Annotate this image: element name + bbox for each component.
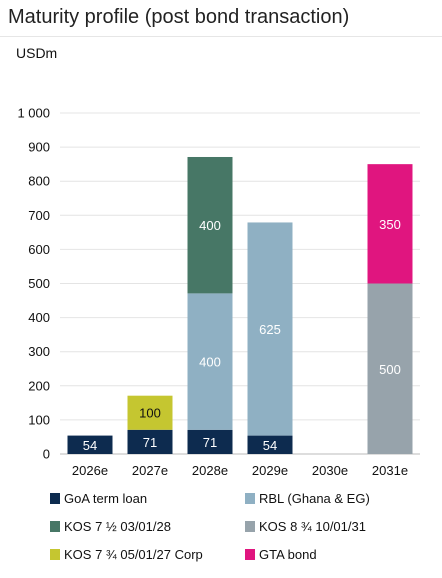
bar-value-label: 71 <box>203 435 217 450</box>
x-tick-label: 2026e <box>72 463 108 478</box>
bar-segment <box>127 429 173 454</box>
bar-value-label: 500 <box>379 362 401 377</box>
bar-segment <box>187 293 233 430</box>
unit-label: USDm <box>16 45 58 61</box>
x-tick-label: 2031e <box>372 463 408 478</box>
bar-segment <box>247 222 293 436</box>
x-tick-label: 2027e <box>132 463 168 478</box>
bar-value-label: 54 <box>83 438 97 453</box>
bar-segment <box>67 435 113 454</box>
y-tick-label: 1 000 <box>17 106 50 121</box>
bar-value-label: 100 <box>139 406 161 421</box>
bar-value-label: 350 <box>379 217 401 232</box>
bar-segment <box>187 156 233 294</box>
y-tick-label: 600 <box>28 242 50 257</box>
y-tick-label: 700 <box>28 208 50 223</box>
y-tick-label: 0 <box>43 447 50 462</box>
bar-value-label: 71 <box>143 435 157 450</box>
bar-value-label: 400 <box>199 218 221 233</box>
y-tick-label: 200 <box>28 378 50 393</box>
x-tick-label: 2028e <box>192 463 228 478</box>
y-tick-label: 300 <box>28 344 50 359</box>
y-tick-label: 500 <box>28 276 50 291</box>
bar-value-label: 54 <box>263 438 277 453</box>
y-tick-label: 900 <box>28 140 50 155</box>
x-tick-label: 2030e <box>312 463 348 478</box>
bar-segment <box>247 435 293 454</box>
bar-segment <box>367 283 413 454</box>
bar-value-label: 400 <box>199 355 221 370</box>
title-divider <box>0 36 442 37</box>
bar-value-label: 625 <box>259 322 281 337</box>
y-tick-label: 400 <box>28 310 50 325</box>
bar-segment <box>127 395 173 430</box>
bar-segment <box>187 429 233 454</box>
y-tick-label: 800 <box>28 174 50 189</box>
y-tick-label: 100 <box>28 412 50 427</box>
x-tick-label: 2029e <box>252 463 288 478</box>
bar-segment <box>367 164 413 284</box>
chart-title: Maturity profile (post bond transaction) <box>8 6 350 28</box>
